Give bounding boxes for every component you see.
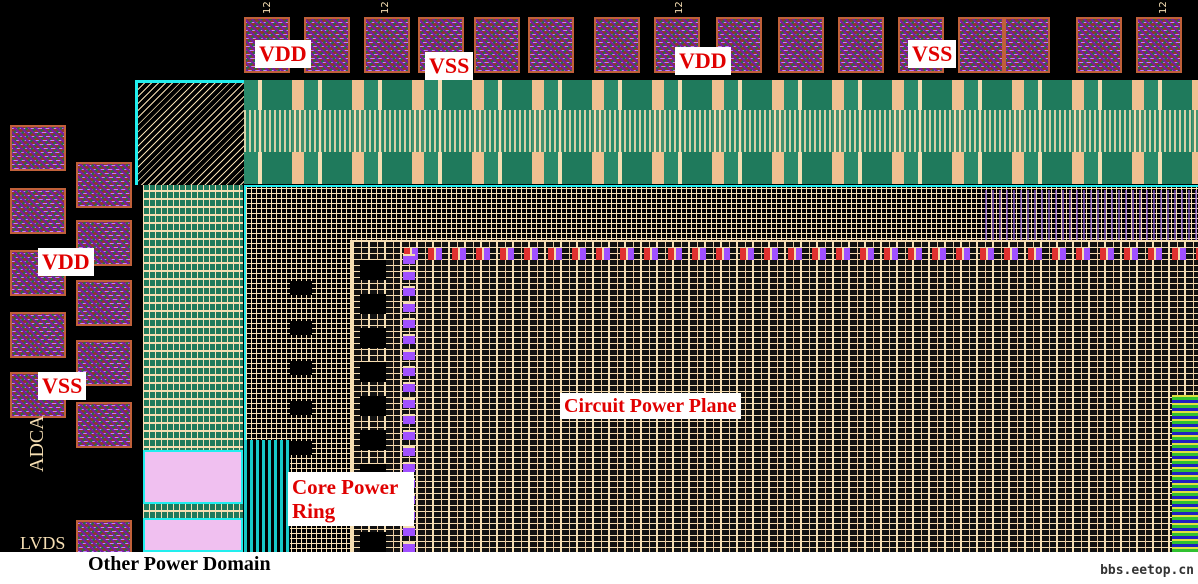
bond-pad <box>364 17 410 73</box>
core-power-ring-label: Core Power Ring <box>288 472 414 527</box>
vss-label: VSS <box>908 40 957 68</box>
violet-routing <box>985 190 1198 240</box>
circuit-power-plane-area <box>350 240 1198 554</box>
bond-pad <box>474 17 520 73</box>
bond-pad <box>528 17 574 73</box>
other-power-domain-label: Other Power Domain <box>88 553 271 575</box>
lvds-label: LVDS <box>20 533 66 553</box>
core-power-ring-metal <box>244 440 290 552</box>
core-gap <box>290 255 312 455</box>
pad-number: 12 <box>262 1 273 14</box>
bond-pad <box>10 125 66 171</box>
bond-pad <box>10 312 66 358</box>
bond-pad <box>838 17 884 73</box>
io-ring-metal <box>244 110 1198 152</box>
vdd-label: VDD <box>38 248 94 276</box>
bond-pad <box>76 340 132 386</box>
vdd-label: VDD <box>675 47 731 75</box>
core-power-ring-line2: Ring <box>292 499 336 524</box>
vss-label: VSS <box>425 52 474 80</box>
bond-pad <box>958 17 1004 73</box>
corner-cell <box>135 80 245 185</box>
top-io-ring <box>244 80 1198 184</box>
pad-number: 12 <box>1158 1 1169 14</box>
bond-pad <box>1004 17 1050 73</box>
bond-pad <box>76 162 132 208</box>
bond-pad <box>76 280 132 326</box>
footer-strip <box>0 552 1198 584</box>
pin-row <box>404 248 1198 260</box>
pad-number: 12 <box>674 1 685 14</box>
bond-pad <box>304 17 350 73</box>
other-domain-cell <box>143 450 243 504</box>
vss-label: VSS <box>38 372 87 400</box>
bond-pad <box>1076 17 1122 73</box>
bond-pad <box>76 402 132 448</box>
right-edge-cells <box>1172 395 1198 552</box>
watermark: bbs.eetop.cn <box>1100 563 1194 578</box>
bond-pad <box>594 17 640 73</box>
bond-pad <box>10 188 66 234</box>
other-domain-cell <box>143 518 243 552</box>
bond-pad <box>1136 17 1182 73</box>
bond-pad <box>778 17 824 73</box>
core-power-ring-line1: Core Power <box>292 475 399 499</box>
adca-label: ADCA <box>26 415 48 472</box>
vdd-label: VDD <box>255 40 311 68</box>
pad-number: 12 <box>380 1 391 14</box>
circuit-power-plane-label: Circuit Power Plane <box>560 393 741 419</box>
